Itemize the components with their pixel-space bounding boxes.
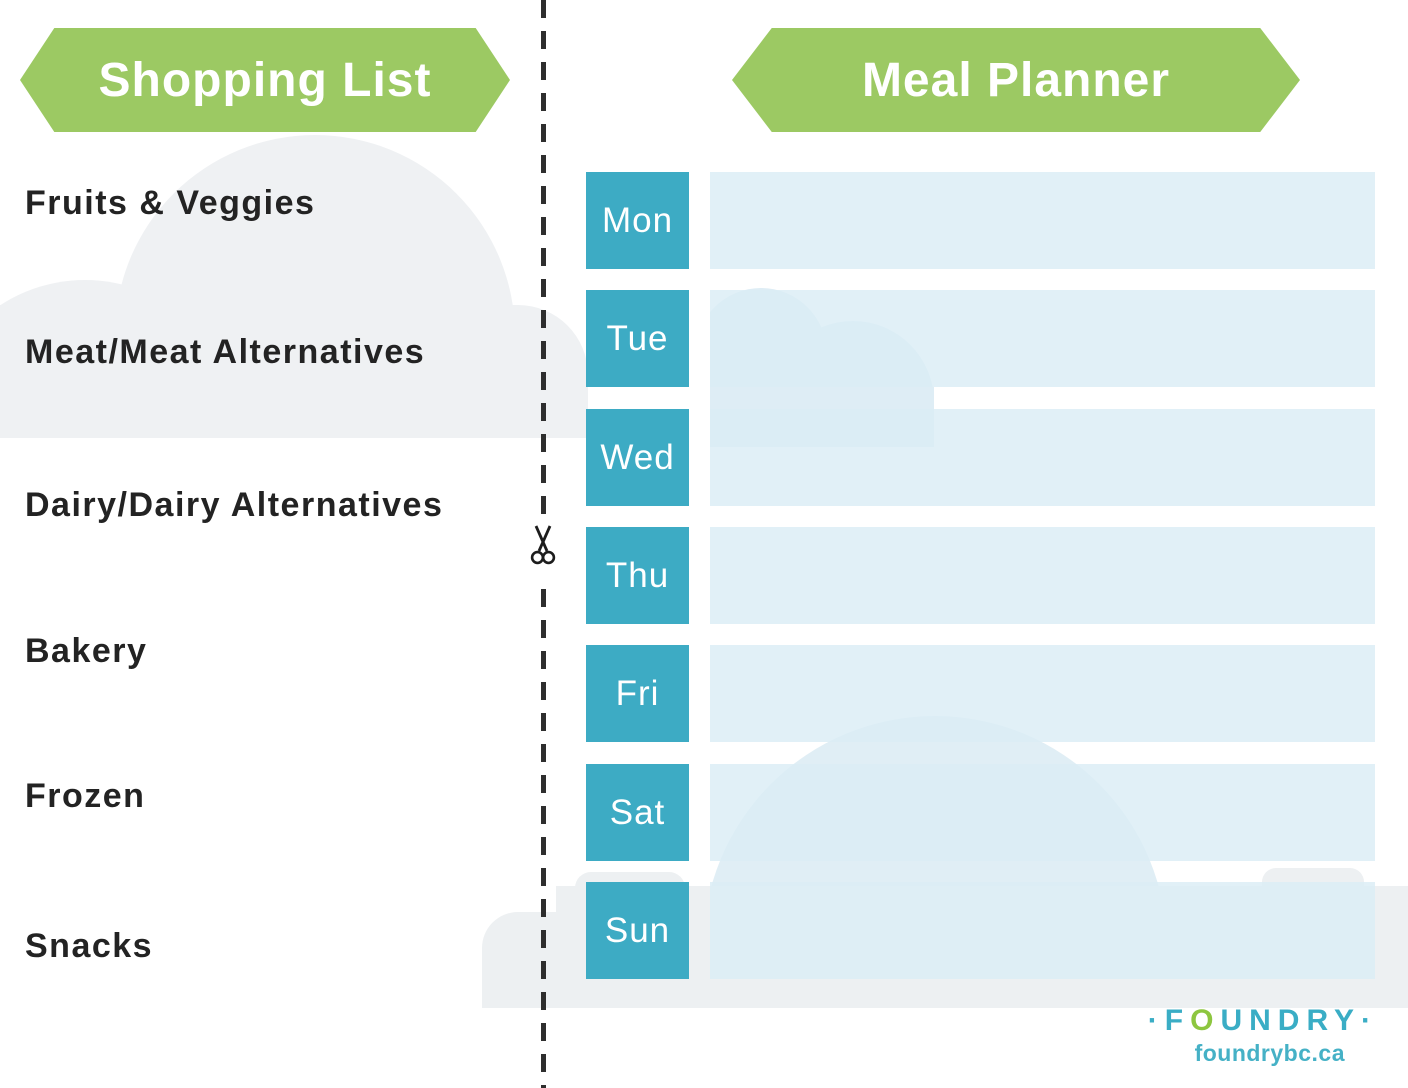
website-url: foundrybc.ca xyxy=(1194,1040,1345,1066)
meal-planner-banner: Meal Planner xyxy=(732,28,1300,132)
planner-row-sun: Sun xyxy=(586,882,1375,979)
day-badge-sun: Sun xyxy=(586,882,689,979)
meal-slot-wed xyxy=(710,409,1375,506)
day-badge-fri: Fri xyxy=(586,645,689,742)
planner-row-wed: Wed xyxy=(586,409,1375,506)
meal-slot-fri xyxy=(710,645,1375,742)
shopping-list-banner: Shopping List xyxy=(20,28,510,132)
planner-row-fri: Fri xyxy=(586,645,1375,742)
planner-row-thu: Thu xyxy=(586,527,1375,624)
category-label-snacks: Snacks xyxy=(25,927,154,965)
category-label-frozen: Frozen xyxy=(25,777,146,815)
planner-row-tue: Tue xyxy=(586,290,1375,387)
logo-text: ·F xyxy=(1147,1004,1191,1037)
category-label-meat-alternatives: Meat/Meat Alternatives xyxy=(25,333,426,371)
meal-slot-thu xyxy=(710,527,1375,624)
meal-slot-sat xyxy=(710,764,1375,861)
foundry-logo: ·FOUNDRY· xyxy=(1148,1004,1378,1038)
meal-slot-sun xyxy=(710,882,1375,979)
scissors-icon xyxy=(530,525,556,565)
category-label-bakery: Bakery xyxy=(25,632,148,670)
planner-row-sat: Sat xyxy=(586,764,1375,861)
meal-slot-tue xyxy=(710,290,1375,387)
meal-slot-mon xyxy=(710,172,1375,269)
day-badge-thu: Thu xyxy=(586,527,689,624)
category-label-fruits-veggies: Fruits & Veggies xyxy=(25,184,316,222)
day-badge-mon: Mon xyxy=(586,172,689,269)
logo-accent-letter: O xyxy=(1190,1004,1221,1037)
logo-text: UNDRY· xyxy=(1220,1004,1378,1037)
day-badge-tue: Tue xyxy=(586,290,689,387)
gray-cloud-shape xyxy=(0,130,588,438)
meal-planner-title: Meal Planner xyxy=(861,53,1171,107)
day-badge-wed: Wed xyxy=(586,409,689,506)
shopping-list-title: Shopping List xyxy=(98,53,432,107)
category-label-dairy-alternatives: Dairy/Dairy Alternatives xyxy=(25,486,444,524)
planner-row-mon: Mon xyxy=(586,172,1375,269)
day-badge-sat: Sat xyxy=(586,764,689,861)
